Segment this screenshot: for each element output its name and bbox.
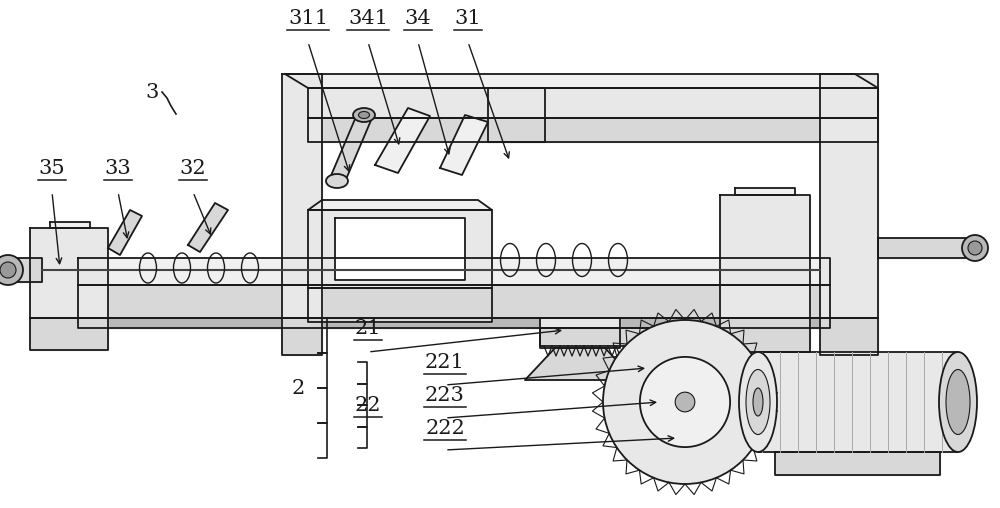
Circle shape xyxy=(0,255,23,285)
Polygon shape xyxy=(525,348,635,380)
Polygon shape xyxy=(282,318,322,355)
Ellipse shape xyxy=(939,352,977,452)
Polygon shape xyxy=(720,195,810,318)
Ellipse shape xyxy=(739,352,777,452)
Polygon shape xyxy=(735,188,795,195)
Polygon shape xyxy=(820,318,878,355)
Polygon shape xyxy=(308,288,492,322)
Polygon shape xyxy=(78,258,830,285)
Circle shape xyxy=(640,357,730,447)
Polygon shape xyxy=(308,200,492,210)
Text: 311: 311 xyxy=(288,9,328,28)
Polygon shape xyxy=(30,318,108,350)
Polygon shape xyxy=(78,285,830,318)
Polygon shape xyxy=(540,328,720,346)
Polygon shape xyxy=(540,318,620,348)
Polygon shape xyxy=(188,203,228,252)
Text: 2: 2 xyxy=(291,378,305,397)
Ellipse shape xyxy=(358,111,370,118)
Polygon shape xyxy=(878,238,975,258)
Text: 3: 3 xyxy=(145,82,159,102)
Circle shape xyxy=(0,262,16,278)
Circle shape xyxy=(675,392,695,412)
Text: 223: 223 xyxy=(425,386,465,405)
Polygon shape xyxy=(285,74,878,88)
Polygon shape xyxy=(820,74,878,318)
Text: 222: 222 xyxy=(425,419,465,438)
Text: 22: 22 xyxy=(355,396,381,415)
Polygon shape xyxy=(440,115,488,175)
Text: 34: 34 xyxy=(405,9,431,28)
Polygon shape xyxy=(720,318,810,352)
Polygon shape xyxy=(308,88,878,118)
Ellipse shape xyxy=(353,108,375,122)
Polygon shape xyxy=(335,218,465,280)
Polygon shape xyxy=(488,118,545,142)
Polygon shape xyxy=(375,108,430,173)
Ellipse shape xyxy=(746,369,770,434)
Text: 221: 221 xyxy=(425,353,465,372)
Text: 32: 32 xyxy=(180,159,206,178)
Circle shape xyxy=(968,241,982,255)
Polygon shape xyxy=(282,74,322,318)
Polygon shape xyxy=(775,452,940,475)
Text: 21: 21 xyxy=(355,319,381,338)
Polygon shape xyxy=(108,210,142,255)
Ellipse shape xyxy=(946,369,970,434)
Polygon shape xyxy=(308,118,878,142)
Polygon shape xyxy=(488,88,545,118)
Polygon shape xyxy=(758,352,958,452)
Text: 33: 33 xyxy=(105,159,131,178)
Polygon shape xyxy=(30,228,108,318)
Polygon shape xyxy=(330,112,372,184)
Polygon shape xyxy=(78,318,830,328)
Text: 35: 35 xyxy=(39,159,65,178)
Text: 31: 31 xyxy=(455,9,481,28)
Circle shape xyxy=(962,235,988,261)
Ellipse shape xyxy=(753,388,763,416)
Polygon shape xyxy=(308,210,492,288)
Polygon shape xyxy=(50,222,90,228)
Text: 341: 341 xyxy=(348,9,388,28)
Circle shape xyxy=(603,320,767,484)
Ellipse shape xyxy=(326,174,348,188)
Polygon shape xyxy=(0,258,42,282)
